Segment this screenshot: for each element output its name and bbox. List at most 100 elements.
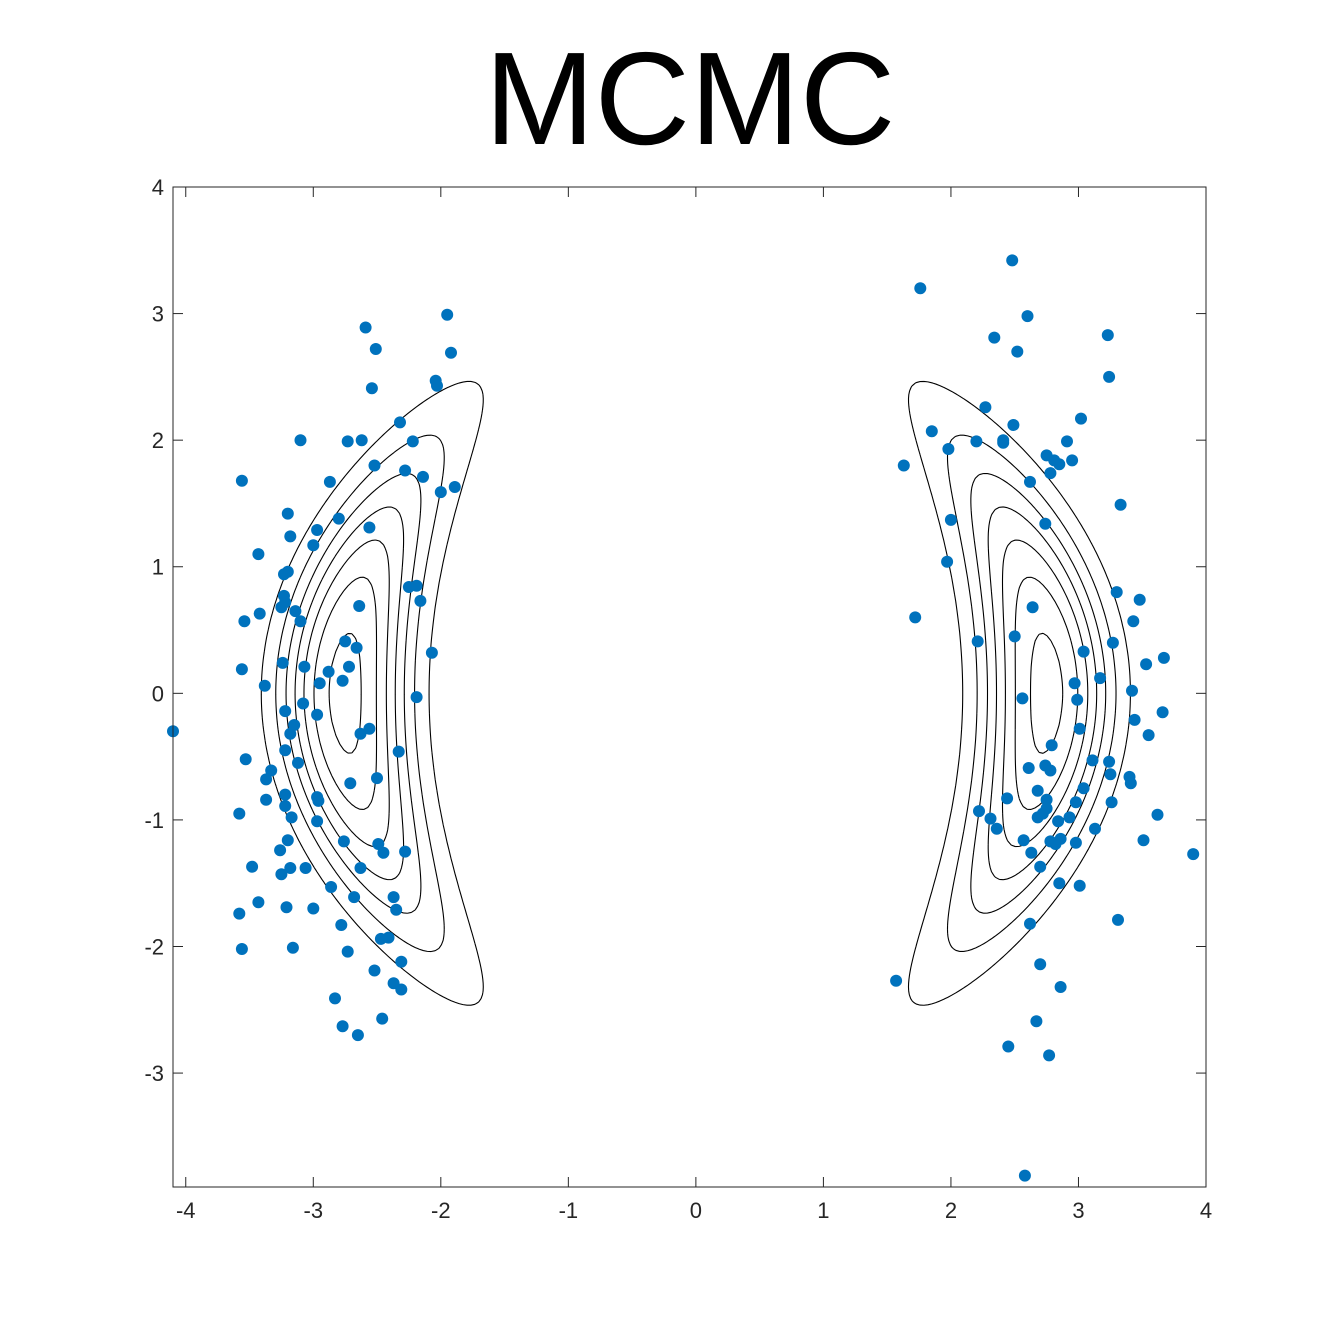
sample-point: [351, 1029, 364, 1042]
sample-point: [260, 773, 273, 786]
sample-point: [233, 807, 246, 820]
sample-point: [390, 903, 403, 916]
sample-point: [441, 308, 454, 321]
sample-point: [307, 902, 320, 915]
sample-point: [1007, 419, 1020, 431]
sample-point: [369, 343, 382, 355]
sample-point: [897, 459, 910, 472]
sample-point: [1018, 1169, 1031, 1182]
sample-point: [382, 931, 395, 944]
x-tick-label: 0: [690, 1198, 702, 1223]
sample-point: [970, 435, 983, 448]
sample-point: [239, 753, 252, 766]
sample-point: [1075, 412, 1087, 425]
sample-point: [1044, 764, 1057, 777]
sample-point: [294, 615, 307, 628]
sample-point: [941, 555, 954, 568]
sample-point: [313, 677, 326, 690]
sample-point: [392, 745, 405, 758]
x-tick-label: 1: [817, 1198, 829, 1223]
sample-point: [448, 481, 461, 493]
points-layer: [167, 254, 1200, 1182]
sample-point: [363, 722, 376, 735]
sample-point: [284, 530, 297, 543]
y-tick-label: 3: [152, 302, 164, 327]
sample-point: [417, 470, 429, 483]
sample-point: [1039, 517, 1052, 530]
sample-point: [406, 435, 419, 448]
sample-point: [363, 521, 376, 534]
sample-point: [1101, 329, 1114, 342]
sample-point: [997, 436, 1010, 449]
sample-point: [1089, 822, 1101, 835]
sample-point: [299, 862, 312, 874]
sample-point: [395, 955, 408, 968]
sample-point: [252, 548, 265, 561]
sample-point: [325, 881, 338, 893]
sample-point: [1156, 706, 1169, 719]
sample-point: [280, 901, 293, 914]
sample-point: [944, 513, 957, 526]
sample-point: [1030, 1015, 1043, 1028]
sample-point: [988, 331, 1001, 344]
sample-point: [365, 382, 378, 395]
sample-point: [914, 282, 927, 295]
sample-point: [1031, 784, 1044, 797]
sample-point: [339, 635, 352, 648]
sample-point: [1063, 811, 1076, 824]
sample-point: [1040, 793, 1053, 806]
sample-point: [394, 416, 406, 429]
sample-point: [276, 656, 289, 669]
sample-point: [925, 425, 938, 438]
sample-point: [1104, 768, 1117, 781]
sample-point: [425, 646, 438, 659]
sample-point: [979, 401, 992, 414]
sample-point: [322, 665, 335, 678]
sample-point: [1187, 848, 1200, 861]
sample-point: [1140, 658, 1153, 671]
sample-point: [1022, 762, 1035, 774]
sample-point: [292, 756, 304, 769]
sample-point: [1151, 808, 1164, 821]
sample-point: [281, 565, 294, 578]
sample-point: [1157, 651, 1170, 664]
sample-point: [1066, 454, 1079, 467]
sample-point: [377, 846, 390, 859]
sample-point: [233, 907, 246, 920]
sample-point: [284, 862, 297, 874]
sample-point: [1024, 475, 1036, 488]
sample-point: [1011, 345, 1024, 358]
sample-point: [1008, 630, 1021, 643]
sample-point: [1044, 467, 1057, 480]
sample-point: [294, 434, 307, 447]
x-tick-label: 3: [1072, 1198, 1084, 1223]
sample-point: [343, 660, 355, 673]
sample-point: [341, 435, 354, 448]
sample-point: [252, 896, 265, 909]
x-ticks: -4 -3 -2 -1 0 1 2 3 4: [176, 187, 1212, 1223]
x-tick-label: 4: [1200, 1198, 1212, 1223]
sample-point: [307, 539, 320, 552]
sample-point: [990, 822, 1003, 835]
sample-point: [336, 1020, 349, 1033]
sample-point: [235, 663, 248, 676]
sample-point: [1021, 310, 1034, 323]
sample-point: [387, 891, 400, 904]
sample-point: [1103, 755, 1116, 768]
sample-point: [1054, 832, 1067, 845]
chart-title: MCMC: [485, 25, 896, 172]
sample-point: [1034, 860, 1047, 873]
sample-point: [1061, 435, 1073, 448]
sample-point: [311, 524, 324, 536]
sample-point: [275, 601, 288, 614]
sample-point: [973, 805, 985, 818]
sample-point: [1073, 879, 1086, 892]
sample-point: [399, 845, 412, 858]
y-tick-label: 0: [152, 681, 164, 706]
sample-point: [238, 615, 251, 628]
sample-point: [1077, 645, 1090, 658]
sample-point: [1026, 601, 1039, 614]
x-tick-label: -1: [559, 1198, 579, 1223]
sample-point: [1114, 498, 1127, 511]
sample-point: [1016, 692, 1029, 705]
